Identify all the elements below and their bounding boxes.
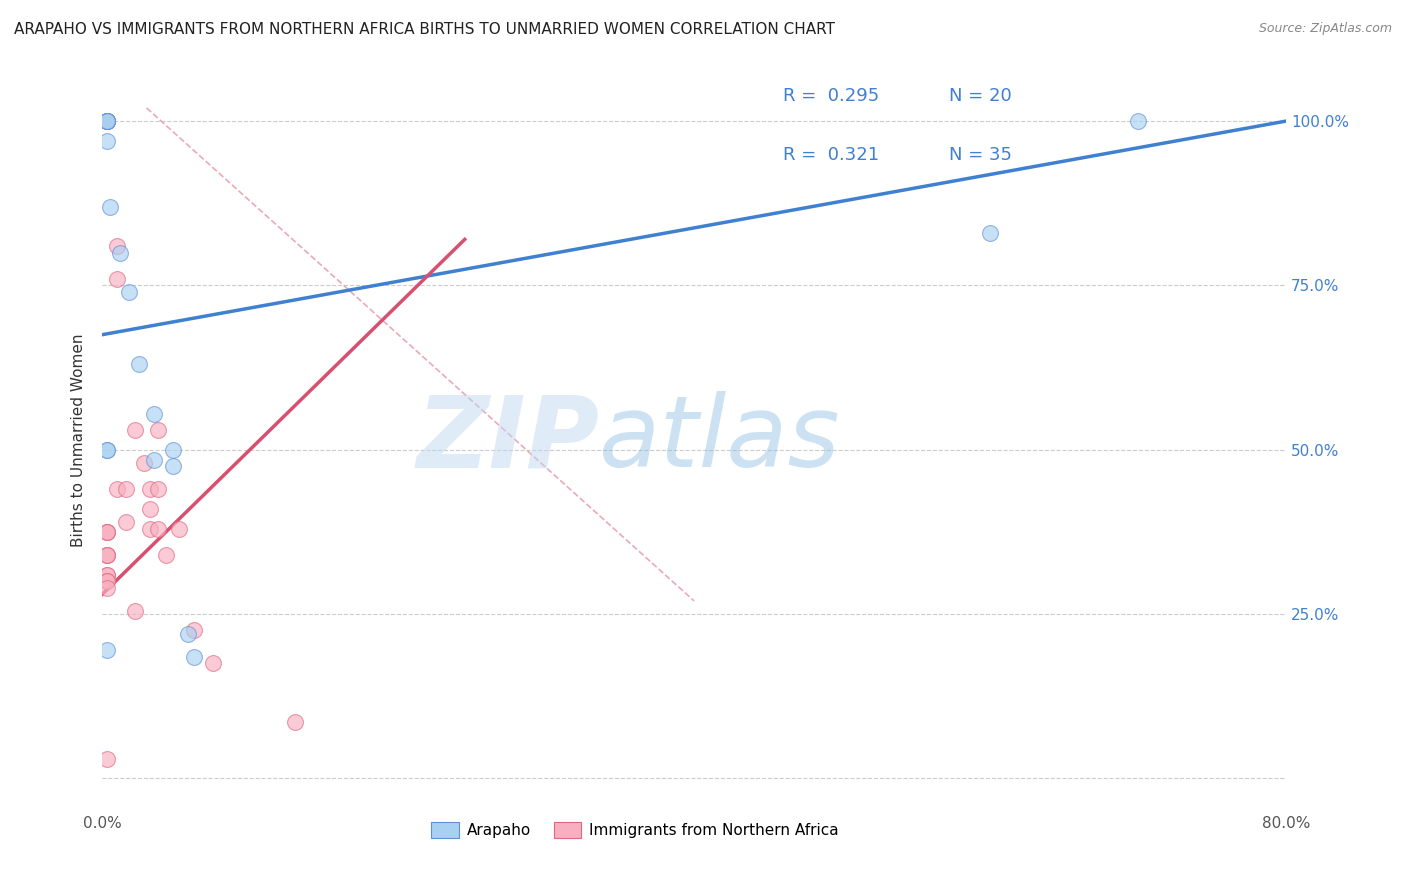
Point [138, 501, 160, 516]
Point [96, 114, 118, 128]
Point [96, 574, 118, 589]
Point [96, 114, 118, 128]
Point [96, 548, 118, 562]
Point [96, 114, 118, 128]
Point [284, 715, 307, 730]
Text: N = 35: N = 35 [949, 146, 1011, 164]
Point [132, 456, 155, 470]
Point [143, 452, 166, 467]
Point [177, 626, 200, 640]
Point [96, 567, 118, 582]
Point [96, 548, 118, 562]
Point [96, 643, 118, 657]
Point [96, 524, 118, 539]
Text: ZIP: ZIP [416, 392, 599, 488]
Point [96, 524, 118, 539]
Point [115, 482, 138, 496]
Point [183, 649, 205, 664]
Point [115, 515, 138, 529]
Point [167, 522, 190, 536]
Point [96, 114, 118, 128]
Point [96, 114, 118, 128]
Legend: Arapaho, Immigrants from Northern Africa: Arapaho, Immigrants from Northern Africa [425, 815, 845, 845]
Point [1126, 114, 1149, 128]
Point [96, 114, 118, 128]
Point [96, 134, 118, 148]
Point [105, 272, 128, 286]
Point [96, 581, 118, 595]
Point [128, 357, 150, 371]
Y-axis label: Births to Unmarried Women: Births to Unmarried Women [72, 333, 86, 547]
Point [183, 624, 205, 638]
Point [105, 482, 128, 496]
Text: R =  0.295: R = 0.295 [783, 87, 879, 105]
Point [162, 442, 184, 457]
Point [96, 524, 118, 539]
Point [138, 522, 160, 536]
Point [105, 239, 128, 253]
Point [162, 459, 184, 474]
Text: N = 20: N = 20 [949, 87, 1011, 105]
Point [96, 574, 118, 589]
Text: R =  0.321: R = 0.321 [783, 146, 879, 164]
Point [138, 482, 160, 496]
Point [96, 442, 118, 457]
Point [96, 114, 118, 128]
Point [118, 285, 141, 299]
Point [124, 604, 146, 618]
Point [96, 751, 118, 765]
Text: ARAPAHO VS IMMIGRANTS FROM NORTHERN AFRICA BIRTHS TO UNMARRIED WOMEN CORRELATION: ARAPAHO VS IMMIGRANTS FROM NORTHERN AFRI… [14, 22, 835, 37]
Point [96, 114, 118, 128]
Point [96, 548, 118, 562]
Point [143, 407, 166, 421]
Point [979, 226, 1001, 240]
Point [148, 423, 170, 437]
Text: atlas: atlas [599, 392, 841, 488]
Point [155, 548, 177, 562]
Point [108, 245, 131, 260]
Point [98, 200, 121, 214]
Point [148, 522, 170, 536]
Point [96, 567, 118, 582]
Point [148, 482, 170, 496]
Point [124, 423, 146, 437]
Point [96, 442, 118, 457]
Text: Source: ZipAtlas.com: Source: ZipAtlas.com [1258, 22, 1392, 36]
Point [202, 657, 225, 671]
